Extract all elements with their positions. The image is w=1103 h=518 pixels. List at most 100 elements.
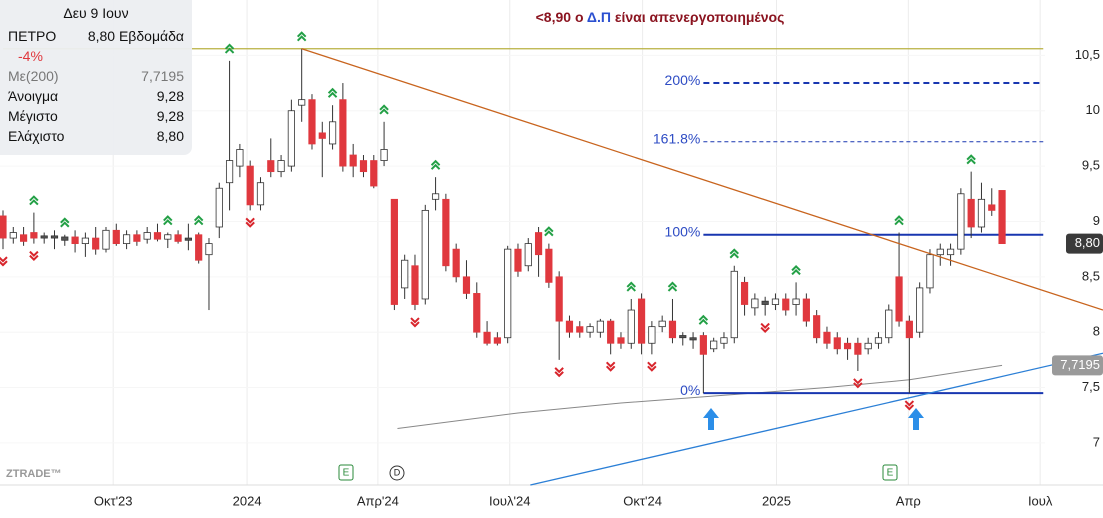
candle-body <box>92 237 100 250</box>
signal-up <box>667 281 678 292</box>
candle-body <box>957 193 965 250</box>
candle-body <box>401 259 409 289</box>
candle-body <box>596 320 604 333</box>
candle-body <box>308 99 316 145</box>
signal-down <box>29 250 39 262</box>
last-price-label: 8,80 <box>1075 235 1100 250</box>
candle-body <box>782 298 790 311</box>
candle-body <box>411 265 419 305</box>
signal-up <box>966 154 976 165</box>
candle-body <box>885 309 893 339</box>
candle-body <box>359 160 368 173</box>
info-symbol: ΠΕΤΡΟ <box>8 28 57 44</box>
candle-body <box>534 232 543 256</box>
candle-body <box>926 254 934 289</box>
x-tick-label: Απρ'24 <box>357 493 399 508</box>
candle-body <box>30 232 38 239</box>
candle-body <box>133 234 141 242</box>
candle-body <box>864 342 872 350</box>
y-tick-label: 7 <box>1093 434 1100 449</box>
candle-body <box>421 209 429 300</box>
candle-body <box>802 298 810 322</box>
candle-body <box>843 342 852 350</box>
candle-body <box>370 160 378 187</box>
info-label: Άνοιγμα <box>8 88 59 104</box>
candle-body <box>730 270 738 339</box>
candle-body <box>576 326 584 333</box>
ma-price-label: 7,7195 <box>1060 357 1100 372</box>
info-value: 7,7195 <box>141 68 184 84</box>
candle-body <box>710 340 718 350</box>
svg-text:E: E <box>887 468 894 479</box>
candle-body <box>164 234 172 240</box>
candle-body <box>524 243 532 267</box>
candle-body <box>617 337 625 344</box>
candle-body <box>50 235 59 239</box>
candle-body <box>977 198 986 228</box>
x-tick-label: Ιουλ'24 <box>489 493 530 508</box>
signal-up <box>60 217 70 228</box>
info-value: 9,28 <box>156 108 184 124</box>
candle-body <box>225 160 234 184</box>
candle-body <box>153 232 162 240</box>
signal-up <box>163 215 173 226</box>
buy-arrows <box>703 408 924 430</box>
signal-down <box>853 378 863 389</box>
candle-body <box>658 320 666 328</box>
x-tick-label: Απρ <box>896 493 921 508</box>
y-tick-label: 7,5 <box>1082 379 1100 394</box>
signal-down <box>410 317 420 328</box>
candle-body <box>184 237 192 241</box>
candle-body <box>905 320 913 339</box>
candle-body <box>205 243 213 256</box>
candle-body <box>555 276 563 322</box>
annotation-part: <8,90 ο <box>536 9 587 25</box>
candle-body <box>236 149 244 167</box>
candle-body <box>751 298 759 309</box>
candle-body <box>267 160 275 173</box>
candle-body <box>277 160 285 173</box>
info-label: Μέγιστο <box>8 108 58 124</box>
candle-body <box>813 315 821 339</box>
candle-body <box>40 235 48 239</box>
candle-body <box>545 248 553 283</box>
candle-body <box>246 165 254 206</box>
candle-body <box>946 248 955 256</box>
y-tick-label: 10 <box>1086 102 1100 117</box>
candle-body <box>679 335 687 339</box>
candle-body <box>504 248 512 339</box>
candle-body <box>81 237 89 245</box>
info-label: Ελάχιστο <box>8 128 65 144</box>
signal-down <box>554 367 564 378</box>
candle-body <box>349 154 357 167</box>
grid <box>112 0 1041 485</box>
fib-label: 161.8% <box>653 130 700 146</box>
info-period: Εβδομάδα <box>118 28 184 44</box>
svg-text:E: E <box>343 468 350 479</box>
signal-up <box>544 226 554 237</box>
signal-down <box>904 400 915 411</box>
y-tick-label: 10,5 <box>1075 47 1100 62</box>
candle-body <box>390 198 398 305</box>
fib-label: 0% <box>680 382 700 398</box>
info-value: 8,80 <box>156 128 184 144</box>
candle-body <box>195 234 203 261</box>
info-date: Δευ 9 Ιουν <box>63 5 129 21</box>
candle-body <box>833 337 841 350</box>
trendline <box>530 352 1103 486</box>
candle-body <box>328 121 337 145</box>
info-panel: Δευ 9 Ιουν ΠΕΤΡΟ 8,80 Εβδομάδα -4% Με(200… <box>0 0 192 155</box>
watermark: ZTRADE™ <box>6 468 62 480</box>
signal-down <box>245 217 255 228</box>
signal-up <box>894 215 904 226</box>
candle-body <box>998 190 1006 245</box>
signal-down <box>760 322 770 333</box>
signal-down <box>647 361 657 372</box>
candle-body <box>823 331 831 344</box>
candle-body <box>112 229 120 245</box>
candle-body <box>256 182 265 206</box>
x-tick-label: Οκτ'24 <box>623 493 662 508</box>
annotation-part: Δ.Π <box>587 9 611 25</box>
info-label: Με(200) <box>8 68 59 84</box>
